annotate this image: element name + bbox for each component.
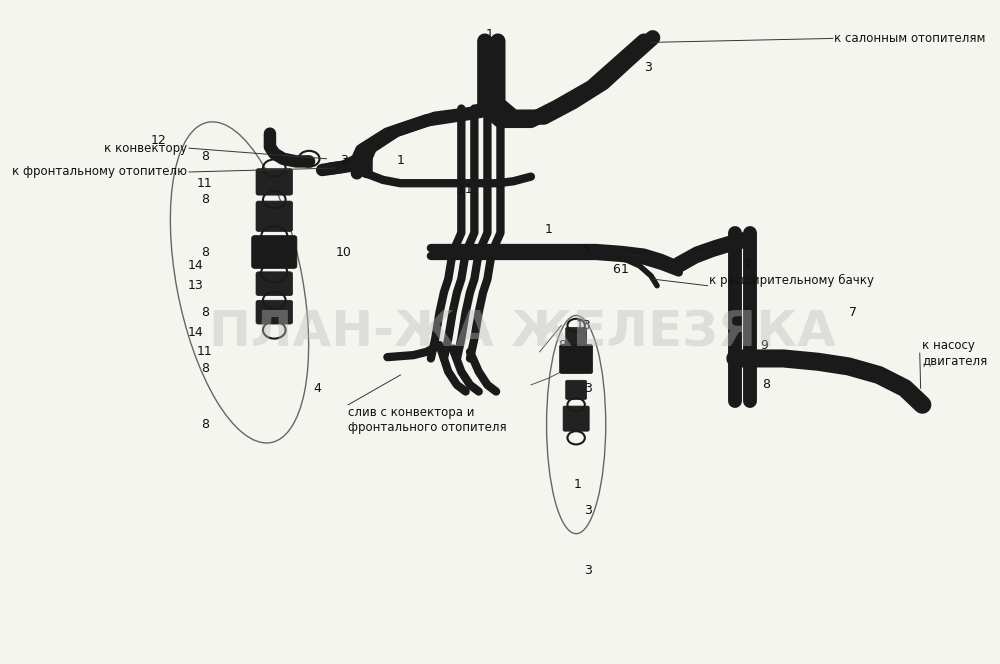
Text: 1: 1 <box>544 223 552 236</box>
Text: 14: 14 <box>187 325 203 339</box>
Text: 13: 13 <box>187 280 203 292</box>
Text: к расширительному бачку: к расширительному бачку <box>709 274 874 287</box>
FancyBboxPatch shape <box>566 327 587 347</box>
FancyBboxPatch shape <box>256 300 293 324</box>
Text: 8: 8 <box>201 150 209 163</box>
Text: к насосу
двигателя: к насосу двигателя <box>922 339 988 367</box>
FancyBboxPatch shape <box>252 236 297 268</box>
Text: 15: 15 <box>570 359 586 372</box>
Text: 1: 1 <box>574 477 582 491</box>
Text: 6: 6 <box>612 263 620 276</box>
Text: 12: 12 <box>151 133 166 147</box>
Text: 1: 1 <box>396 153 404 167</box>
Text: 4: 4 <box>314 382 322 394</box>
Text: 1: 1 <box>485 28 493 41</box>
Text: к салонным отопителям: к салонным отопителям <box>834 32 985 45</box>
Text: 3: 3 <box>584 564 592 576</box>
FancyBboxPatch shape <box>563 406 589 431</box>
Text: слив с конвектора и
фронтального отопителя: слив с конвектора и фронтального отопите… <box>348 406 507 434</box>
Text: 11: 11 <box>197 177 213 190</box>
FancyBboxPatch shape <box>256 201 293 232</box>
FancyBboxPatch shape <box>560 345 593 374</box>
Text: 8: 8 <box>201 246 209 259</box>
Text: 7: 7 <box>849 305 857 319</box>
Text: 8: 8 <box>201 305 209 319</box>
Text: 7: 7 <box>744 260 752 272</box>
Text: 9: 9 <box>760 339 768 352</box>
Text: 3: 3 <box>340 153 348 167</box>
FancyBboxPatch shape <box>256 169 293 195</box>
Text: 8: 8 <box>201 193 209 207</box>
Text: 8: 8 <box>201 362 209 375</box>
Text: 3: 3 <box>584 504 592 517</box>
Text: к фронтальному отопителю: к фронтальному отопителю <box>12 165 187 179</box>
Text: 8: 8 <box>762 378 770 391</box>
Text: 11: 11 <box>197 345 213 359</box>
Text: ПЛАН-ЖА ЖЕЛЕЗЯКА: ПЛАН-ЖА ЖЕЛЕЗЯКА <box>209 308 836 356</box>
FancyBboxPatch shape <box>256 272 293 295</box>
Text: 3: 3 <box>644 61 652 74</box>
Text: 15: 15 <box>570 422 586 434</box>
Text: 10: 10 <box>336 246 352 259</box>
Text: к конвектору: к конвектору <box>104 141 187 155</box>
Text: 5: 5 <box>582 243 590 256</box>
FancyBboxPatch shape <box>566 380 587 400</box>
Text: 3: 3 <box>584 382 592 394</box>
Text: 1: 1 <box>621 263 629 276</box>
Text: 14: 14 <box>187 260 203 272</box>
Text: 13: 13 <box>575 319 591 332</box>
Text: 11: 11 <box>458 183 474 197</box>
Text: 8: 8 <box>201 418 209 431</box>
Text: 8: 8 <box>558 339 566 352</box>
